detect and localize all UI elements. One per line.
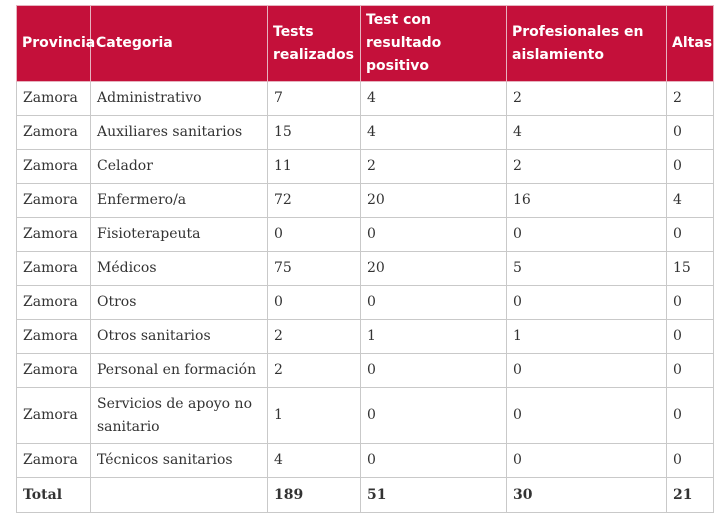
cell-tests: 2	[267, 319, 361, 354]
cell-positivos: 0	[360, 387, 507, 444]
total-tests: 189	[267, 477, 361, 513]
cell-altas: 0	[666, 285, 714, 320]
cell-provincia: Zamora	[16, 319, 91, 354]
total-label: Total	[16, 477, 91, 513]
cell-aislamiento: 2	[506, 81, 667, 116]
cell-provincia: Zamora	[16, 217, 91, 252]
cell-altas: 0	[666, 353, 714, 388]
header-altas: Altas	[666, 5, 714, 82]
cell-categoria: Fisioterapeuta	[90, 217, 268, 252]
cell-categoria: Técnicos sanitarios	[90, 443, 268, 478]
cell-categoria: Enfermero/a	[90, 183, 268, 218]
cell-provincia: Zamora	[16, 81, 91, 116]
table-row: Zamora Técnicos sanitarios 4 0 0 0	[16, 443, 714, 478]
header-test-positivo: Test con resultado positivo	[360, 5, 507, 82]
cell-positivos: 0	[360, 443, 507, 478]
cell-categoria: Celador	[90, 149, 268, 184]
cell-tests: 0	[267, 285, 361, 320]
cell-provincia: Zamora	[16, 443, 91, 478]
total-categoria	[90, 477, 268, 513]
header-profesionales-aislamiento: Profesionales en aislamiento	[506, 5, 667, 82]
table-row: Zamora Personal en formación 2 0 0 0	[16, 353, 714, 388]
cell-altas: 4	[666, 183, 714, 218]
table-body: Zamora Administrativo 7 4 2 2 Zamora Aux…	[16, 81, 714, 513]
cell-altas: 15	[666, 251, 714, 286]
header-tests-realizados: Tests realizados	[267, 5, 361, 82]
total-aislamiento: 30	[506, 477, 667, 513]
cell-altas: 0	[666, 115, 714, 150]
cell-provincia: Zamora	[16, 183, 91, 218]
cell-tests: 1	[267, 387, 361, 444]
cell-positivos: 20	[360, 183, 507, 218]
cell-altas: 0	[666, 443, 714, 478]
total-positivos: 51	[360, 477, 507, 513]
cell-altas: 0	[666, 217, 714, 252]
cell-provincia: Zamora	[16, 149, 91, 184]
table-total-row: Total 189 51 30 21	[16, 477, 714, 513]
cell-categoria: Médicos	[90, 251, 268, 286]
header-categoria: Categoria	[90, 5, 268, 82]
cell-tests: 75	[267, 251, 361, 286]
cell-positivos: 2	[360, 149, 507, 184]
total-altas: 21	[666, 477, 714, 513]
cell-altas: 0	[666, 319, 714, 354]
table-row: Zamora Administrativo 7 4 2 2	[16, 81, 714, 116]
cell-positivos: 1	[360, 319, 507, 354]
table-row: Zamora Celador 11 2 2 0	[16, 149, 714, 184]
cell-provincia: Zamora	[16, 285, 91, 320]
cell-tests: 11	[267, 149, 361, 184]
cell-aislamiento: 0	[506, 443, 667, 478]
cell-positivos: 0	[360, 353, 507, 388]
cell-categoria: Servicios de apoyo no sanitario	[90, 387, 268, 444]
cell-tests: 4	[267, 443, 361, 478]
table-row: Zamora Servicios de apoyo no sanitario 1…	[16, 387, 714, 444]
table-row: Zamora Otros 0 0 0 0	[16, 285, 714, 320]
cell-aislamiento: 2	[506, 149, 667, 184]
cell-altas: 2	[666, 81, 714, 116]
cell-tests: 2	[267, 353, 361, 388]
cell-categoria: Auxiliares sanitarios	[90, 115, 268, 150]
cell-positivos: 4	[360, 115, 507, 150]
cell-provincia: Zamora	[16, 115, 91, 150]
cell-altas: 0	[666, 387, 714, 444]
table-row: Zamora Fisioterapeuta 0 0 0 0	[16, 217, 714, 252]
cell-aislamiento: 0	[506, 217, 667, 252]
table-row: Zamora Médicos 75 20 5 15	[16, 251, 714, 286]
cell-aislamiento: 1	[506, 319, 667, 354]
table-row: Zamora Otros sanitarios 2 1 1 0	[16, 319, 714, 354]
cell-tests: 0	[267, 217, 361, 252]
cell-tests: 72	[267, 183, 361, 218]
cell-tests: 15	[267, 115, 361, 150]
cell-aislamiento: 16	[506, 183, 667, 218]
cell-aislamiento: 4	[506, 115, 667, 150]
cell-categoria: Otros sanitarios	[90, 319, 268, 354]
cell-categoria: Personal en formación	[90, 353, 268, 388]
table-row: Zamora Enfermero/a 72 20 16 4	[16, 183, 714, 218]
cell-altas: 0	[666, 149, 714, 184]
cell-tests: 7	[267, 81, 361, 116]
cell-positivos: 0	[360, 217, 507, 252]
cell-aislamiento: 0	[506, 285, 667, 320]
table-row: Zamora Auxiliares sanitarios 15 4 4 0	[16, 115, 714, 150]
cell-provincia: Zamora	[16, 387, 91, 444]
cell-positivos: 0	[360, 285, 507, 320]
cell-aislamiento: 5	[506, 251, 667, 286]
cell-positivos: 4	[360, 81, 507, 116]
cell-aislamiento: 0	[506, 353, 667, 388]
cell-provincia: Zamora	[16, 353, 91, 388]
cell-aislamiento: 0	[506, 387, 667, 444]
table-header-row: Provincia Categoria Tests realizados Tes…	[16, 5, 714, 82]
data-table-container: Provincia Categoria Tests realizados Tes…	[16, 5, 714, 513]
cell-categoria: Otros	[90, 285, 268, 320]
data-table: Provincia Categoria Tests realizados Tes…	[16, 5, 714, 513]
cell-positivos: 20	[360, 251, 507, 286]
header-provincia: Provincia	[16, 5, 95, 82]
cell-provincia: Zamora	[16, 251, 91, 286]
cell-categoria: Administrativo	[90, 81, 268, 116]
